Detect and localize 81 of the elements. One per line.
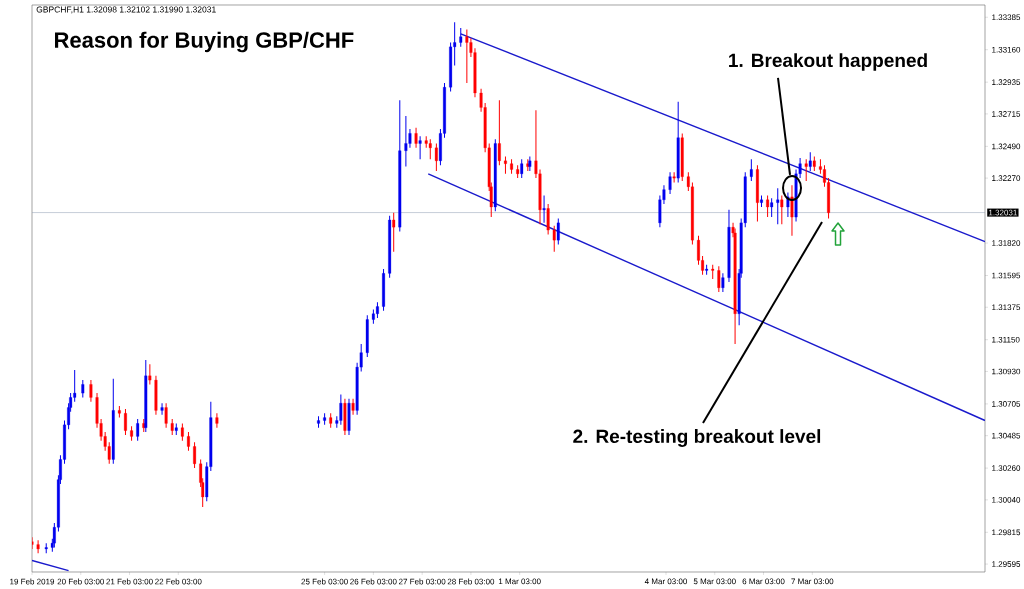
x-tick-label: 25 Feb 03:00 <box>301 578 348 585</box>
candlestick <box>672 171 676 183</box>
candlestick <box>174 422 178 436</box>
chart-subtitle: GBPCHF,H1 1.32098 1.32102 1.31990 1.32031 <box>36 6 216 14</box>
candlestick <box>117 405 121 419</box>
y-tick-label: 1.32935 <box>992 79 1021 86</box>
x-tick-label: 22 Feb 03:00 <box>155 578 202 585</box>
candlestick <box>398 99 402 233</box>
y-tick-label: 1.33160 <box>992 46 1021 53</box>
candlestick <box>428 138 432 160</box>
x-tick-label: 21 Feb 03:00 <box>106 578 153 585</box>
candlestick <box>808 151 812 172</box>
candlestick <box>493 138 497 212</box>
x-tick-label: 6 Mar 03:00 <box>742 578 785 585</box>
candlestick <box>459 27 463 48</box>
candlestick <box>180 422 184 442</box>
x-tick-label: 26 Feb 03:00 <box>350 578 397 585</box>
candlestick <box>392 212 396 253</box>
annotation: 1. Breakout happened <box>729 53 927 71</box>
candlestick <box>434 143 438 172</box>
candlestick <box>81 379 85 398</box>
x-tick-label: 20 Feb 03:00 <box>57 578 105 585</box>
candlestick <box>424 135 428 149</box>
x-tick-label: 4 Mar 03:00 <box>644 578 688 585</box>
candlestick <box>770 197 774 218</box>
x-tick-label: 27 Feb 03:00 <box>398 578 446 585</box>
candlestick <box>388 215 392 279</box>
annotation: 2. Re-testing breakout level <box>573 429 821 447</box>
y-tick-label: 1.29815 <box>992 529 1021 536</box>
candlestick <box>766 194 770 218</box>
candlestick <box>371 308 375 325</box>
y-tick-label: 1.33385 <box>992 14 1021 21</box>
candlestick <box>130 425 134 442</box>
y-tick-label: 1.32715 <box>992 111 1021 117</box>
candlestick <box>542 194 546 224</box>
y-tick-label: 1.30260 <box>992 465 1021 471</box>
candlestick <box>111 378 115 465</box>
x-tick-label: 19 Feb 2019 <box>10 578 55 585</box>
candlestick <box>717 265 721 293</box>
y-tick-label: 1.31820 <box>992 240 1021 246</box>
candlestick <box>323 412 327 426</box>
y-tick-label: 1.30485 <box>992 432 1021 439</box>
candlestick <box>749 158 753 182</box>
candlestick <box>552 225 556 253</box>
y-tick-label: 1.31595 <box>992 272 1021 279</box>
ref-line-label: 1.32031 <box>989 209 1017 216</box>
y-tick-label: 1.29595 <box>992 561 1021 567</box>
y-tick-label: 1.30930 <box>992 368 1021 375</box>
y-tick-label: 1.30040 <box>992 497 1021 503</box>
y-tick-label: 1.30705 <box>992 401 1021 407</box>
candlestick <box>510 158 514 175</box>
candlestick <box>812 155 816 172</box>
candlestick <box>148 363 152 385</box>
y-tick-label: 1.31150 <box>992 336 1020 343</box>
candlestick <box>516 164 520 179</box>
x-tick-label: 7 Mar 03:00 <box>791 578 834 585</box>
candlestick <box>676 101 680 183</box>
candlestick <box>520 158 524 179</box>
x-tick-label: 28 Feb 03:00 <box>447 578 495 585</box>
text: Reason for Buying GBP/CHF <box>55 31 354 53</box>
candlestick <box>711 264 715 280</box>
x-tick-label: 5 Mar 03:00 <box>693 578 736 585</box>
candlestick <box>329 412 333 429</box>
candlestick <box>804 158 808 182</box>
candlestick <box>705 264 709 276</box>
candlestick <box>170 418 174 436</box>
x-tick-label: 1 Mar 03:00 <box>498 578 541 585</box>
y-tick-label: 1.32490 <box>992 143 1021 150</box>
candlestick <box>497 99 501 166</box>
candlestick <box>556 218 560 245</box>
candlestick <box>136 418 140 442</box>
candlestick <box>365 314 369 358</box>
candlestick <box>755 164 759 222</box>
candlestick <box>193 441 197 469</box>
candlestick <box>44 542 48 554</box>
candlestick <box>36 539 40 554</box>
y-tick-label: 1.31375 <box>992 304 1021 311</box>
candlestick <box>776 187 780 225</box>
candlestick <box>780 194 784 225</box>
candlestick <box>680 132 684 182</box>
y-tick-label: 1.32270 <box>992 175 1021 181</box>
